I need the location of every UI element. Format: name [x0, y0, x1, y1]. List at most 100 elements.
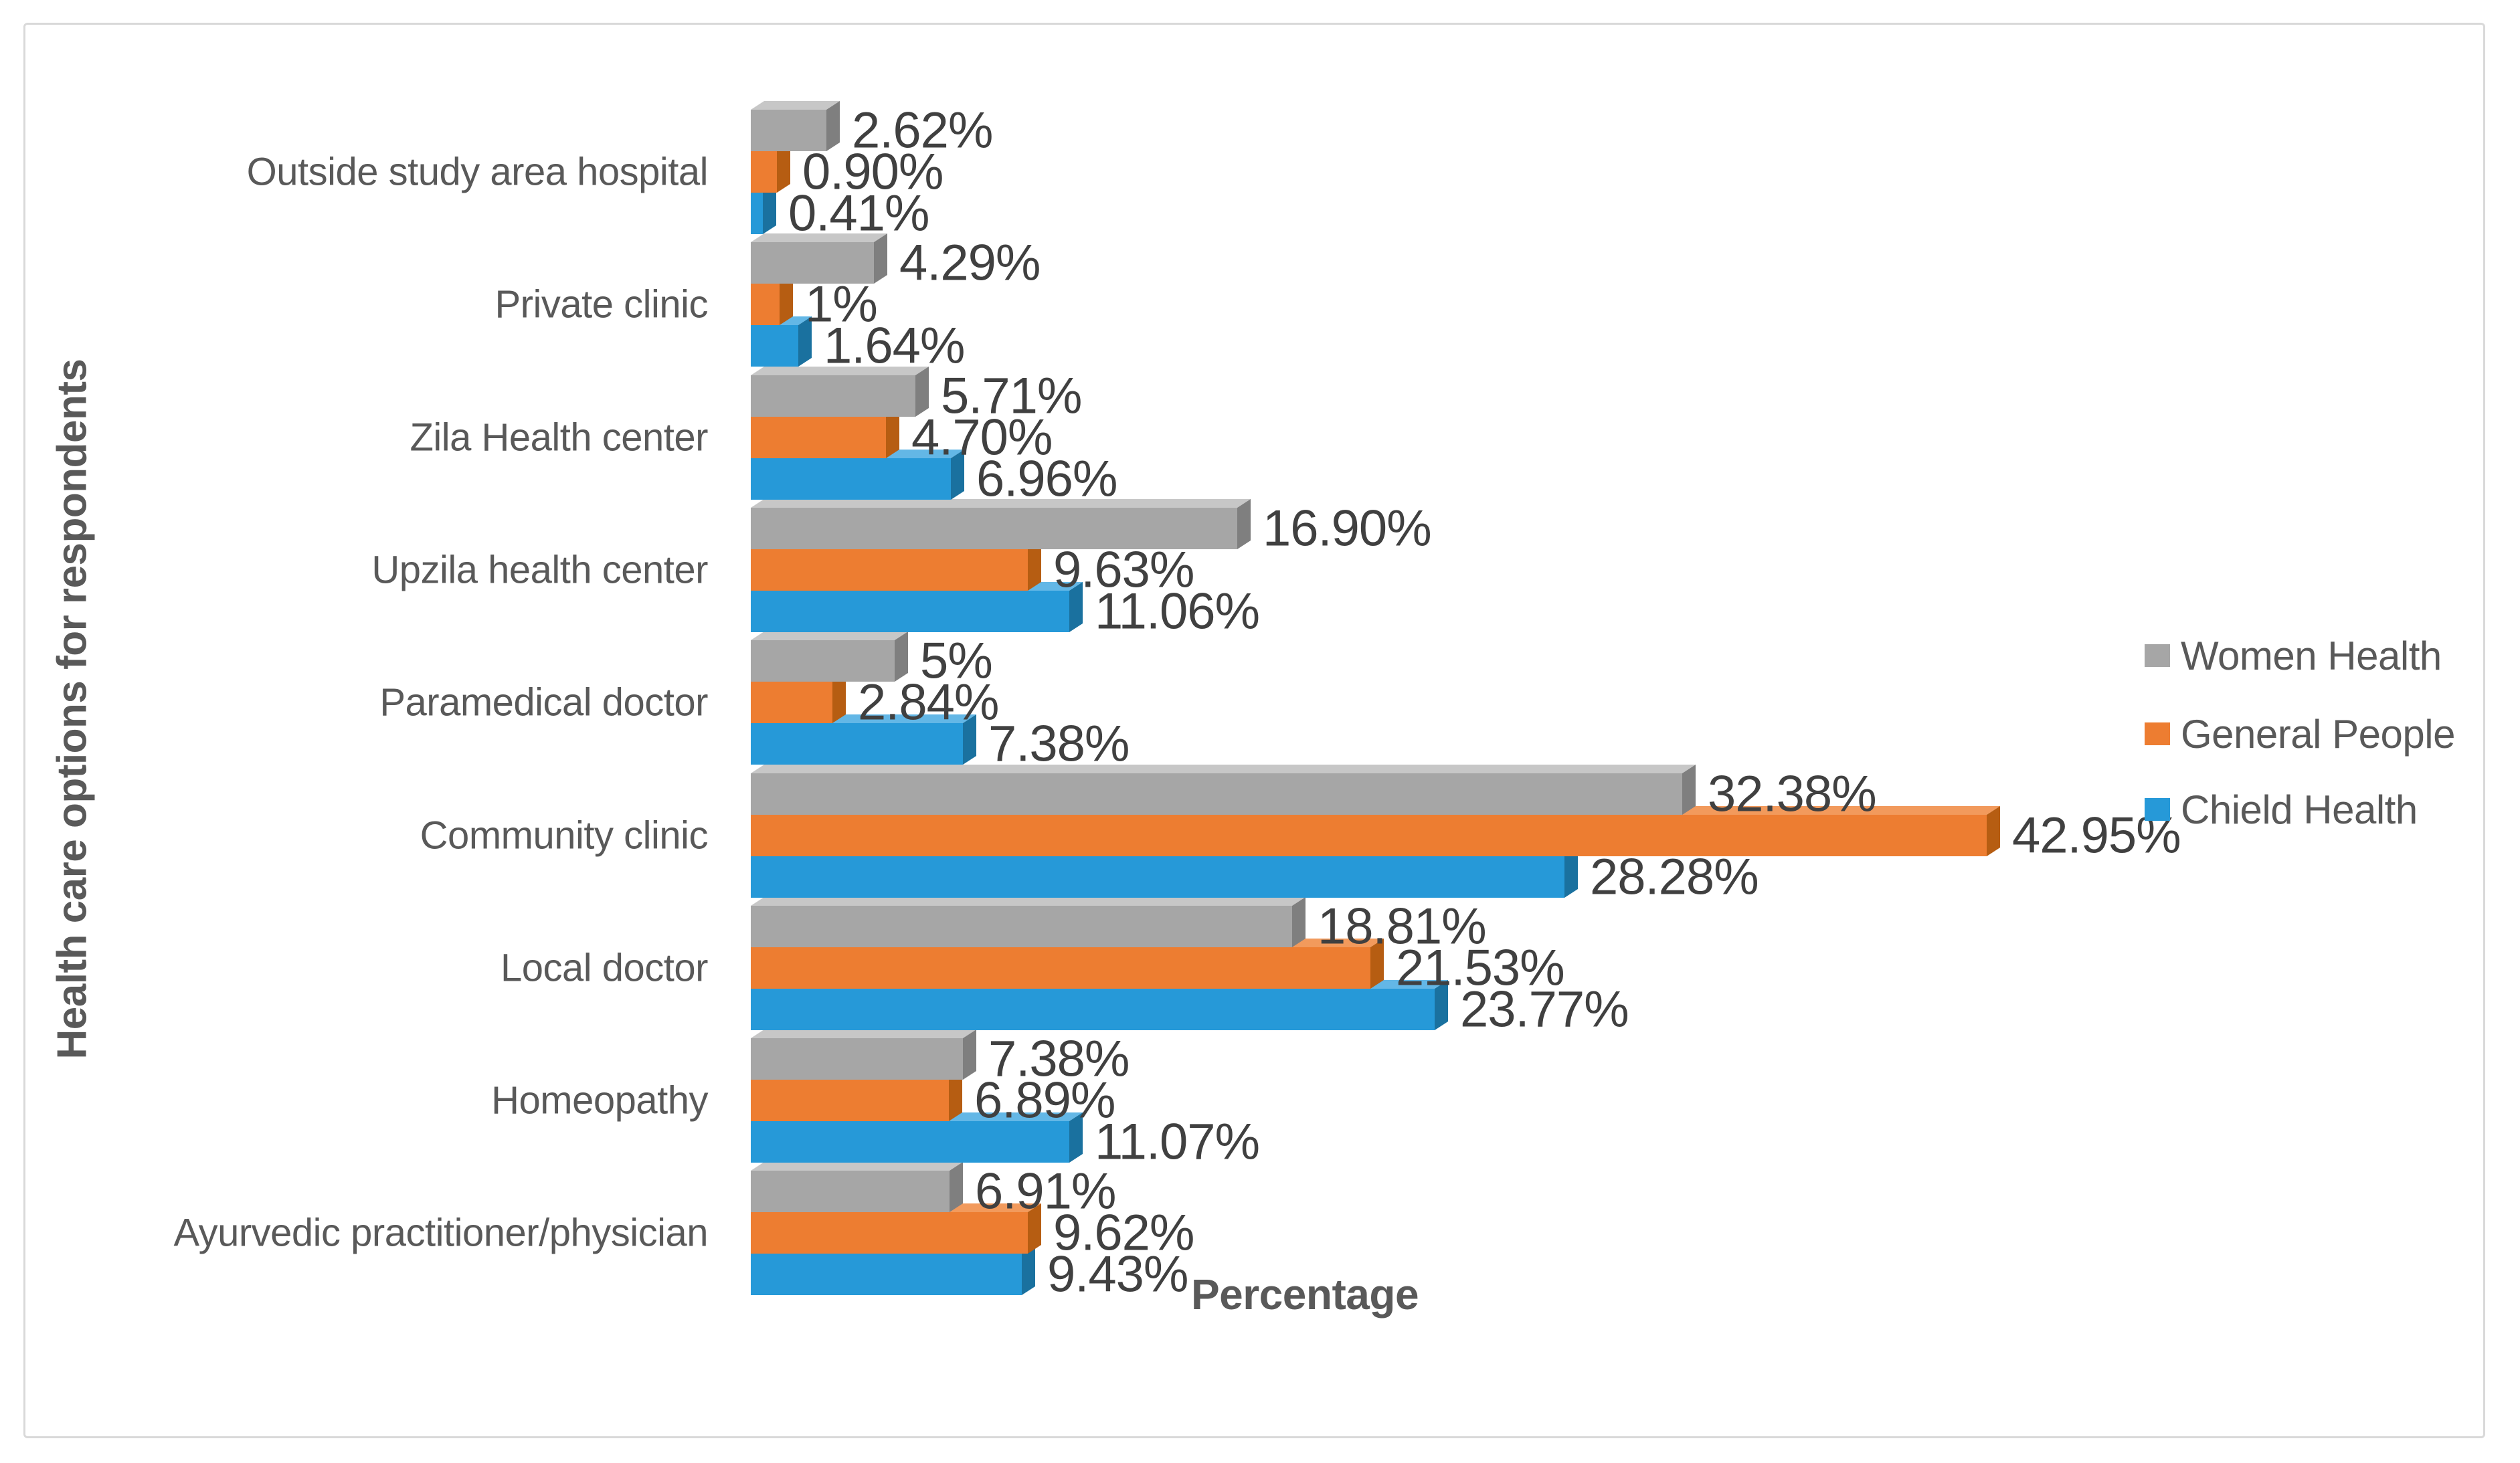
bar-side-face: [1237, 499, 1251, 549]
legend-label-women-health: Women Health: [2181, 633, 2442, 678]
value-label-women-health-2: 5.71%: [941, 367, 1082, 425]
value-label-chield-health-3: 11.06%: [1095, 583, 1260, 640]
bar-side-face: [763, 184, 776, 234]
chart-border-frame: [23, 23, 2485, 1438]
value-label-women-health-1: 4.29%: [899, 234, 1041, 292]
bar-general-people-8: [751, 1203, 1041, 1254]
category-label-4: Paramedical doctor: [379, 680, 708, 724]
legend-label-general-people: General People: [2181, 711, 2455, 757]
value-label-general-people-2: 4.70%: [911, 409, 1053, 466]
bar-front-face: [751, 1212, 1028, 1254]
bar-front-face: [751, 591, 1069, 632]
bar-side-face: [963, 1030, 976, 1080]
value-label-chield-health-6: 23.77%: [1460, 981, 1629, 1038]
category-label-6: Local doctor: [501, 946, 708, 990]
bar-side-face: [1292, 897, 1306, 947]
value-label-women-health-7: 7.38%: [988, 1030, 1130, 1088]
bar-chield-health-2: [751, 450, 964, 500]
bar-front-face: [751, 193, 763, 234]
bar-front-face: [751, 1171, 950, 1212]
bar-women-health-8: [751, 1162, 963, 1212]
bar-side-face: [1682, 765, 1696, 815]
legend-swatch-chield-health: [2145, 798, 2170, 821]
legend-swatch-general-people: [2145, 722, 2170, 745]
bar-front-face: [751, 151, 777, 193]
bar-side-face: [826, 101, 840, 151]
bar-side-face: [874, 233, 887, 284]
bar-front-face: [751, 640, 895, 682]
bar-side-face: [915, 367, 929, 417]
bar-front-face: [751, 242, 874, 284]
bar-top-face: [751, 101, 840, 110]
bar-top-face: [751, 1162, 963, 1171]
bar-side-face: [1564, 848, 1578, 898]
value-label-chield-health-8: 9.43%: [1047, 1246, 1188, 1303]
bar-side-face: [780, 275, 793, 325]
bar-women-health-5: [751, 765, 1696, 815]
bar-top-face: [751, 1030, 976, 1038]
value-label-chield-health-4: 7.38%: [988, 715, 1130, 773]
x-axis-title: Percentage: [1190, 1270, 1419, 1319]
bar-side-face: [1028, 1203, 1041, 1254]
bar-front-face: [751, 773, 1682, 815]
bar-women-health-2: [751, 367, 929, 417]
bar-front-face: [751, 1254, 1022, 1295]
value-label-women-health-3: 16.90%: [1263, 500, 1432, 557]
category-label-7: Homeopathy: [491, 1078, 708, 1123]
bar-front-face: [751, 856, 1564, 898]
bar-side-face: [1987, 806, 2000, 856]
bar-top-face: [751, 765, 1696, 773]
bar-women-health-0: [751, 101, 840, 151]
bar-front-face: [751, 549, 1028, 591]
bar-top-face: [751, 233, 887, 242]
bar-chield-health-0: [751, 184, 776, 234]
bar-side-face: [1069, 1112, 1083, 1163]
category-label-2: Zila Health center: [410, 415, 708, 460]
value-label-chield-health-7: 11.07%: [1095, 1113, 1260, 1171]
category-label-1: Private clinic: [494, 282, 708, 326]
value-label-general-people-0: 0.90%: [802, 143, 943, 201]
bar-front-face: [751, 284, 780, 325]
value-label-chield-health-2: 6.96%: [976, 450, 1117, 508]
bar-side-face: [798, 316, 812, 367]
value-label-women-health-5: 32.38%: [1708, 765, 1877, 823]
bar-front-face: [751, 989, 1435, 1030]
value-label-general-people-8: 9.62%: [1053, 1204, 1194, 1262]
bar-front-face: [751, 417, 886, 458]
bar-front-face: [751, 682, 832, 723]
bar-front-face: [751, 508, 1237, 549]
bar-side-face: [963, 714, 976, 765]
bar-front-face: [751, 325, 798, 367]
bar-side-face: [950, 1162, 963, 1212]
bar-top-face: [751, 367, 929, 375]
value-label-general-people-4: 2.84%: [858, 674, 999, 731]
bar-side-face: [895, 631, 908, 682]
value-label-women-health-8: 6.91%: [975, 1163, 1116, 1220]
value-label-general-people-1: 1%: [805, 276, 878, 333]
bar-top-face: [751, 499, 1251, 508]
bar-side-face: [832, 673, 846, 723]
bar-front-face: [751, 458, 951, 500]
bar-side-face: [886, 408, 899, 458]
bar-general-people-7: [751, 1071, 962, 1121]
value-label-general-people-3: 9.63%: [1053, 541, 1194, 599]
bar-front-face: [751, 947, 1370, 989]
value-label-chield-health-5: 28.28%: [1590, 848, 1759, 906]
value-label-women-health-0: 2.62%: [852, 102, 993, 159]
legend-label-chield-health: Chield Health: [2181, 787, 2418, 832]
legend-item-general-people: General People: [2145, 711, 2455, 757]
bar-front-face: [751, 110, 826, 151]
legend-swatch-women-health: [2145, 644, 2170, 667]
bar-front-face: [751, 906, 1292, 947]
bar-women-health-3: [751, 499, 1251, 549]
bar-front-face: [751, 723, 963, 765]
bar-women-health-7: [751, 1030, 976, 1080]
category-label-0: Outside study area hospital: [246, 150, 709, 194]
legend-item-chield-health: Chield Health: [2145, 787, 2418, 832]
bar-front-face: [751, 1038, 963, 1080]
category-label-3: Upzila health center: [371, 548, 708, 592]
bar-side-face: [1028, 541, 1041, 591]
value-label-women-health-6: 18.81%: [1318, 898, 1487, 955]
